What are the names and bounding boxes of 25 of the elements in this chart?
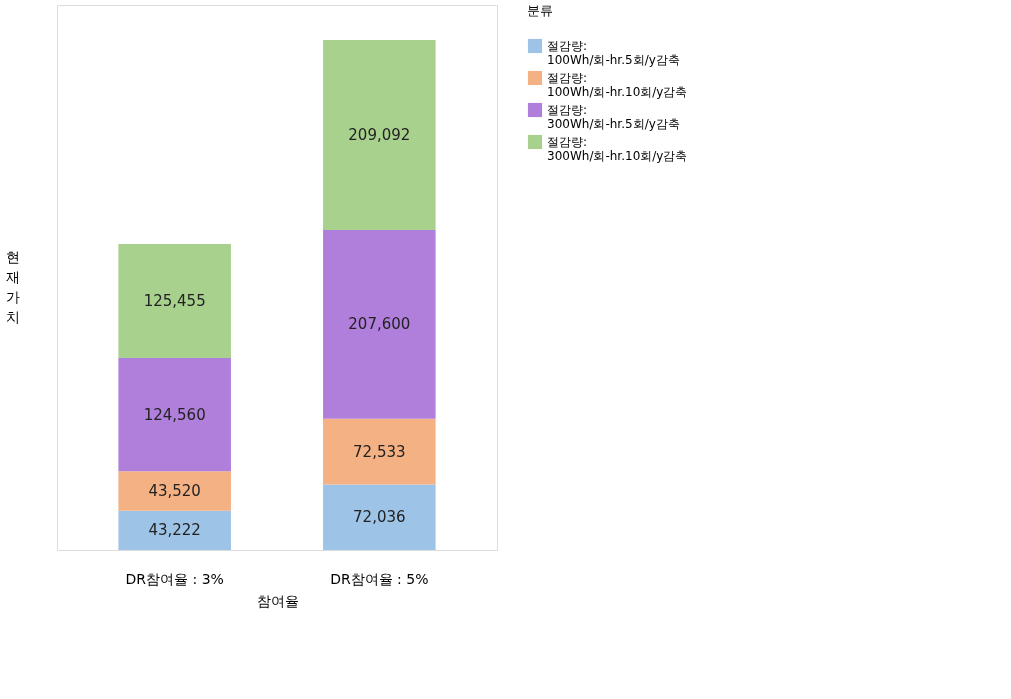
legend-label: 절감량: 100Wh/회-hr.5회/y감축 (547, 39, 680, 67)
bar (118, 358, 231, 472)
bar (323, 418, 436, 485)
bar (118, 244, 231, 358)
data-label: 72,036 (353, 508, 406, 527)
x-tick-label: DR참여율 : 3% (125, 570, 224, 587)
data-label: 209,092 (348, 126, 411, 144)
legend-label: 절감량: 300Wh/회-hr.10회/y감축 (547, 135, 688, 163)
bar (323, 230, 436, 419)
bar (323, 484, 436, 550)
data-label: 125,455 (143, 292, 206, 310)
x-axis-title: 참여율 (256, 592, 299, 609)
data-label: 43,520 (148, 481, 201, 500)
bar (118, 510, 231, 550)
legend-label: 절감량: 300Wh/회-hr.5회/y감축 (547, 103, 680, 131)
legend-label: 절감량: 100Wh/회-hr.10회/y감축 (547, 71, 688, 99)
data-label: 124,560 (143, 405, 206, 424)
data-label: 72,533 (353, 442, 406, 461)
data-label: 43,222 (148, 521, 201, 540)
bar (323, 40, 436, 230)
y-axis-title: 현재가치 (5, 249, 20, 325)
data-label: 207,600 (348, 315, 411, 334)
legend-title: 분류 (527, 3, 553, 18)
x-tick-label: DR참여율 : 5% (330, 570, 429, 587)
bar (118, 471, 231, 511)
